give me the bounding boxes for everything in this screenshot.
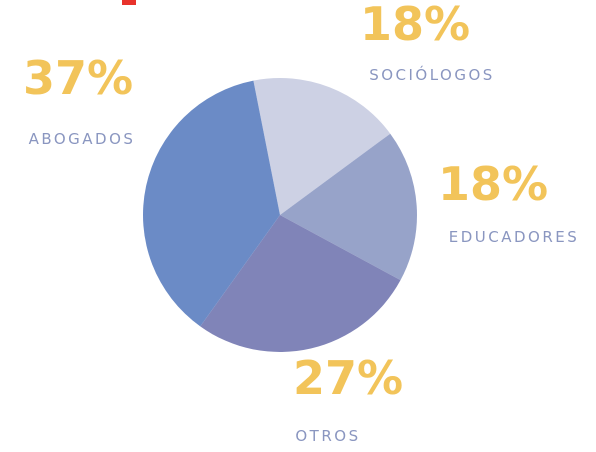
cropped-heading-fragment	[122, 0, 136, 5]
value-label: 18%	[438, 157, 548, 211]
category-label: EDUCADORES	[449, 228, 580, 246]
value-label: 37%	[23, 51, 133, 105]
pie-slice	[143, 80, 280, 327]
category-label: ABOGADOS	[29, 130, 136, 148]
value-label: 27%	[293, 351, 403, 405]
pie-slice	[253, 78, 391, 215]
value-label: 18%	[360, 0, 470, 51]
pie-slice	[280, 133, 417, 281]
category-label: OTROS	[295, 427, 360, 445]
category-label: SOCIÓLOGOS	[369, 65, 495, 84]
pie-slice	[200, 215, 401, 353]
